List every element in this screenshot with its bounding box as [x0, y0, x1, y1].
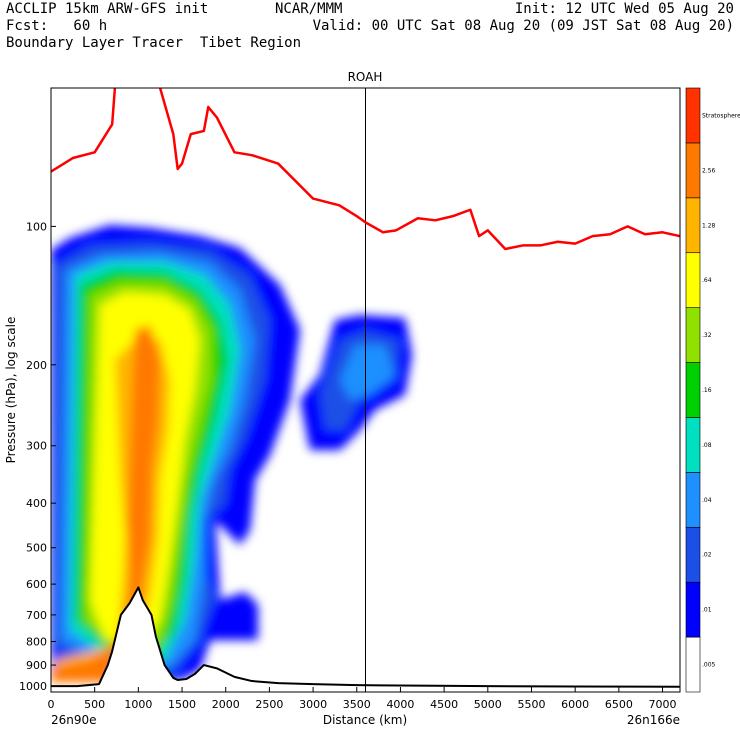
right-endpoint-label: 26n166e — [627, 713, 680, 727]
x-axis-label: Distance (km) — [323, 713, 407, 727]
colorbar-label: .32 — [702, 332, 712, 339]
colorbar-swatch — [685, 307, 701, 363]
colorbar-label: 2.56 — [702, 167, 716, 174]
tracer-field — [51, 225, 412, 682]
x-tick-label: 2500 — [255, 698, 283, 711]
x-tick-label: 0 — [48, 698, 55, 711]
colorbar-label: .04 — [702, 497, 712, 504]
tracer-contour-2.56 — [51, 325, 160, 682]
colorbar-swatch — [685, 252, 701, 308]
terrain-mask — [51, 587, 680, 692]
x-axis-ticks: 0 500 1000 1500 2000 2500 3000 3500 4000 4500 5000… — [48, 687, 677, 711]
colorbar-label: 1.28 — [702, 222, 716, 229]
y-tick-label: 800 — [26, 636, 47, 649]
x-tick-label: 1000 — [124, 698, 152, 711]
header-line1-right: Init: 12 UTC Wed 05 Aug 20 — [514, 1, 734, 17]
plot-frame — [50, 87, 681, 693]
chart-title: ROAH — [348, 70, 383, 84]
colorbar-label: .02 — [702, 552, 712, 559]
x-tick-label: 5500 — [517, 698, 545, 711]
header-line2-right: Valid: 00 UTC Sat 08 Aug 20 (09 JST Sat … — [312, 18, 734, 34]
x-tick-label: 3000 — [299, 698, 327, 711]
y-tick-label: 200 — [26, 359, 47, 372]
colorbar-label: .16 — [702, 387, 712, 394]
colorbar-swatch — [685, 581, 701, 638]
colorbar-swatch — [685, 197, 701, 254]
y-tick-label: 300 — [26, 440, 47, 453]
x-tick-label: 3500 — [343, 698, 371, 711]
x-tick-label: 6500 — [605, 698, 633, 711]
colorbar-label: Stratosphere — [702, 112, 740, 119]
colorbar: .005 .01 .02 .04 .08 .16 .32 .64 1.28 2.56 Stratos… — [685, 87, 740, 693]
colorbar-label: .01 — [702, 607, 712, 614]
colorbar-swatch — [685, 417, 701, 473]
x-tick-label: 2000 — [212, 698, 240, 711]
tracer-contour-0.04-upper — [340, 345, 395, 400]
colorbar-label: .005 — [702, 662, 716, 669]
left-endpoint-label: 26n90e — [51, 713, 97, 727]
colorbar-swatch — [685, 142, 701, 199]
y-tick-label: 600 — [26, 578, 47, 591]
colorbar-label: .08 — [702, 442, 712, 449]
header-line1-left: ACCLIP 15km ARW-GFS init — [6, 1, 209, 17]
y-axis-ticks: 100 200 300 400 500 600 700 800 900 1000 — [19, 220, 56, 693]
header-line1-mid: NCAR/MMM — [275, 1, 343, 17]
x-tick-label: 500 — [84, 698, 105, 711]
header-line3-left: Boundary Layer Tracer Tibet Region — [6, 35, 302, 51]
terrain-line — [51, 586, 680, 688]
colorbar-swatch — [685, 362, 701, 418]
x-tick-label: 5000 — [474, 698, 502, 711]
x-tick-label: 7000 — [649, 698, 677, 711]
tropopause-line — [51, 88, 680, 251]
y-tick-label: 1000 — [19, 680, 47, 693]
y-tick-label: 400 — [26, 497, 47, 510]
colorbar-label: .64 — [702, 277, 712, 284]
y-axis-label: Pressure (hPa), log scale — [4, 317, 18, 464]
colorbar-swatch — [685, 87, 701, 144]
x-tick-label: 6000 — [561, 698, 589, 711]
colorbar-swatch — [685, 472, 701, 528]
colorbar-swatch — [685, 526, 701, 583]
y-tick-label: 100 — [26, 220, 47, 233]
x-tick-label: 4500 — [430, 698, 458, 711]
x-tick-label: 1500 — [168, 698, 196, 711]
y-tick-label: 500 — [26, 542, 47, 555]
header-line2-left: Fcst: 60 h — [6, 18, 108, 34]
colorbar-swatch — [685, 636, 701, 693]
y-tick-label: 700 — [26, 609, 47, 622]
x-tick-label: 4000 — [386, 698, 414, 711]
y-tick-label: 900 — [26, 659, 47, 672]
